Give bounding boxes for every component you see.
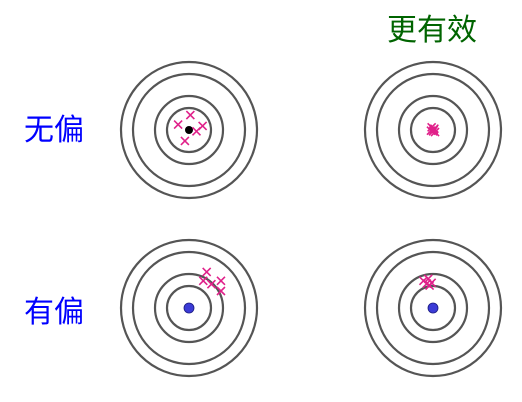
- target-unbiased-less-efficient: [119, 60, 259, 200]
- shot-mark: [216, 276, 226, 286]
- target-ring: [375, 72, 491, 188]
- target-unbiased-more-efficient: [363, 60, 503, 200]
- shot-mark: [202, 267, 212, 277]
- bullseye-dot: [427, 302, 439, 314]
- unbiased-row-label: 无偏: [24, 113, 84, 148]
- shot-mark: [198, 276, 208, 286]
- target-ring: [375, 250, 491, 366]
- shot-mark: [185, 110, 195, 120]
- target-ring: [131, 72, 247, 188]
- target-biased-less-efficient: [119, 238, 259, 378]
- target-ring: [409, 284, 457, 332]
- target-ring: [165, 106, 213, 154]
- target-ring: [409, 106, 457, 154]
- more-efficient-label: 更有效: [387, 13, 477, 48]
- shot-mark: [206, 279, 217, 289]
- target-ring: [119, 60, 259, 200]
- target-biased-more-efficient: [363, 238, 503, 378]
- shot-mark: [180, 136, 190, 146]
- shot-mark: [422, 278, 432, 289]
- target-ring: [119, 238, 259, 378]
- target-ring: [363, 238, 503, 378]
- shot-mark: [173, 119, 183, 130]
- shot-mark: [216, 286, 226, 296]
- shot-mark: [429, 125, 439, 135]
- target-ring: [165, 284, 213, 332]
- biased-row-label: 有偏: [24, 295, 84, 330]
- target-ring: [397, 272, 469, 344]
- target-ring: [131, 250, 247, 366]
- target-ring: [397, 94, 469, 166]
- shot-mark: [198, 121, 208, 131]
- target-ring: [363, 60, 503, 200]
- target-ring: [153, 272, 225, 344]
- target-ring: [153, 94, 225, 166]
- bullseye-dot: [183, 302, 195, 314]
- bullseye-dot: [185, 126, 193, 134]
